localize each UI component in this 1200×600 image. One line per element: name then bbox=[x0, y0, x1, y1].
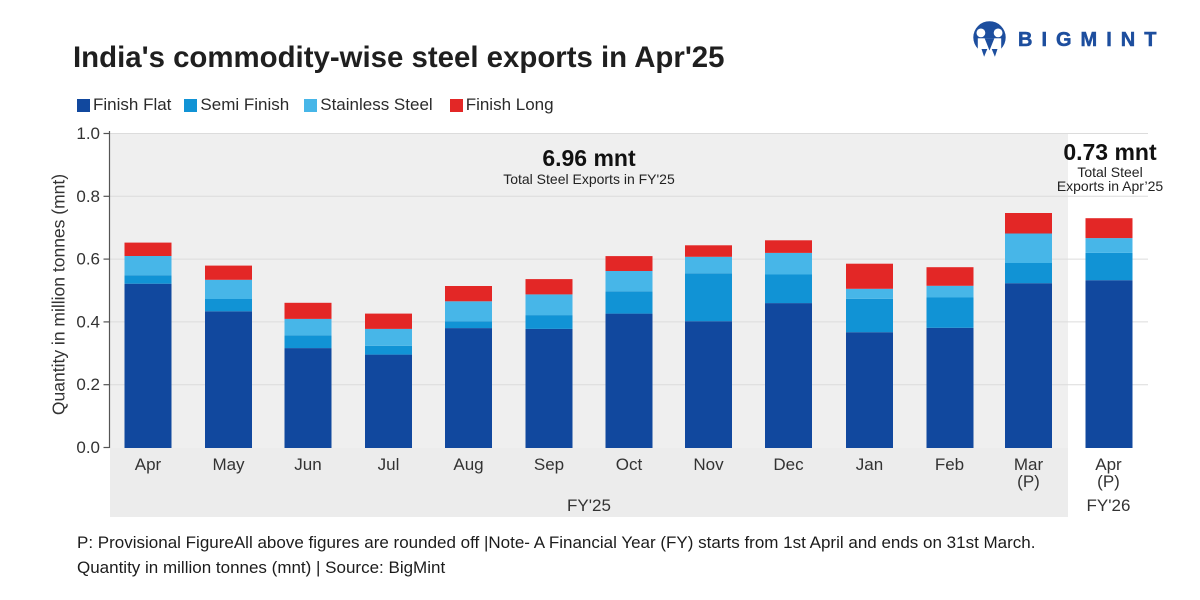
svg-text:Jun: Jun bbox=[294, 455, 321, 474]
svg-text:Dec: Dec bbox=[773, 455, 804, 474]
svg-text:FY'26: FY'26 bbox=[1087, 496, 1131, 515]
svg-text:FY'25: FY'25 bbox=[567, 496, 611, 515]
svg-text:0.0: 0.0 bbox=[76, 438, 100, 457]
svg-text:0.8: 0.8 bbox=[76, 187, 100, 206]
svg-text:Nov: Nov bbox=[693, 455, 724, 474]
svg-text:Aug: Aug bbox=[453, 455, 483, 474]
svg-text:1.0: 1.0 bbox=[76, 124, 100, 143]
svg-text:May: May bbox=[212, 455, 245, 474]
svg-text:Oct: Oct bbox=[616, 455, 643, 474]
svg-text:Jul: Jul bbox=[378, 455, 400, 474]
svg-text:(P): (P) bbox=[1017, 472, 1040, 491]
svg-text:Mar: Mar bbox=[1014, 455, 1044, 474]
svg-text:0.4: 0.4 bbox=[76, 312, 100, 331]
svg-text:(P): (P) bbox=[1097, 472, 1120, 491]
svg-text:Feb: Feb bbox=[935, 455, 964, 474]
svg-text:0.2: 0.2 bbox=[76, 375, 100, 394]
svg-text:Sep: Sep bbox=[534, 455, 564, 474]
svg-text:Apr: Apr bbox=[135, 455, 162, 474]
svg-text:Apr: Apr bbox=[1095, 455, 1122, 474]
svg-text:Jan: Jan bbox=[856, 455, 883, 474]
svg-text:0.6: 0.6 bbox=[76, 250, 100, 269]
